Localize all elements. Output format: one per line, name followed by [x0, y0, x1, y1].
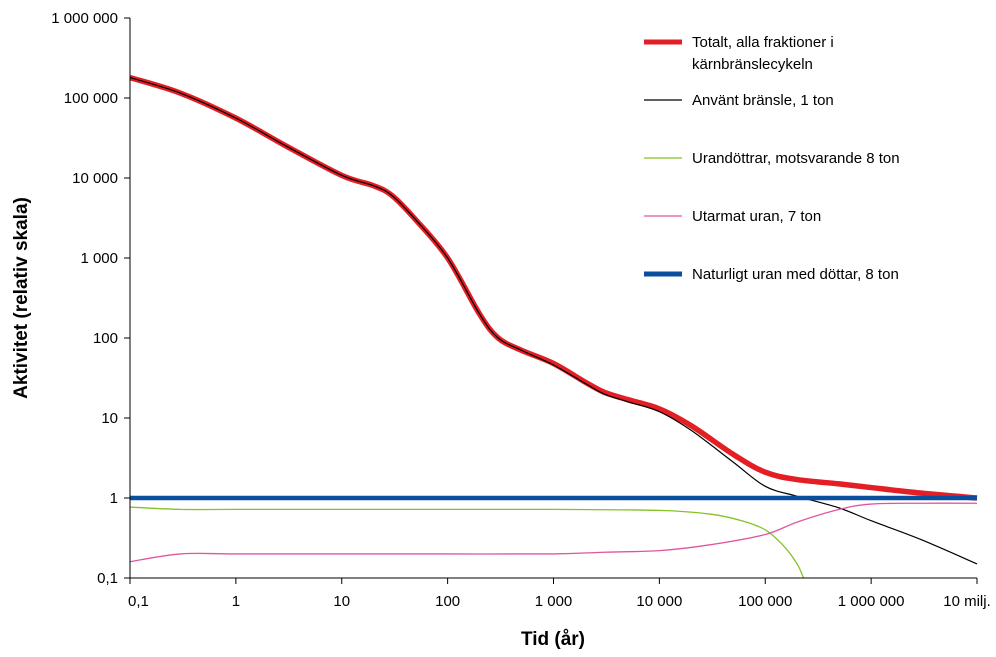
y-tick-label: 10 000 [72, 170, 118, 187]
legend-label: Urandöttrar, motsvarande 8 ton [692, 150, 900, 167]
y-tick-label: 100 000 [64, 90, 118, 107]
y-tick-label: 100 [93, 330, 118, 347]
x-tick-label: 10 [333, 593, 350, 610]
y-axis-title: Aktivitet (relativ skala) [11, 197, 32, 399]
y-tick-label: 1 [110, 490, 118, 507]
x-tick-label: 0,1 [128, 593, 149, 610]
x-tick-label: 1 000 [535, 593, 573, 610]
x-tick-label: 10 000 [636, 593, 682, 610]
legend-label: Totalt, alla fraktioner i [692, 34, 834, 51]
y-tick-label: 10 [101, 410, 118, 427]
legend-label: Naturligt uran med döttar, 8 ton [692, 266, 899, 283]
legend-label: Utarmat uran, 7 ton [692, 208, 821, 225]
axes [130, 18, 977, 578]
x-tick-label: 100 [435, 593, 460, 610]
x-axis-title: Tid (år) [521, 629, 585, 650]
series-total-line [130, 78, 977, 498]
x-tick-label: 1 [232, 593, 240, 610]
y-tick-label: 1 000 000 [51, 10, 118, 27]
series-uranium-daughters-line [130, 507, 804, 578]
legend-label: kärnbränslecykeln [692, 56, 813, 73]
x-tick-label: 10 milj. [943, 593, 991, 610]
legend: Totalt, alla fraktioner i kärnbränslecyke… [644, 34, 900, 283]
x-tick-label: 100 000 [738, 593, 792, 610]
legend-label: Använt bränsle, 1 ton [692, 92, 834, 109]
y-tick-label: 0,1 [97, 570, 118, 587]
x-tick-label: 1 000 000 [838, 593, 905, 610]
y-tick-label: 1 000 [80, 250, 118, 267]
